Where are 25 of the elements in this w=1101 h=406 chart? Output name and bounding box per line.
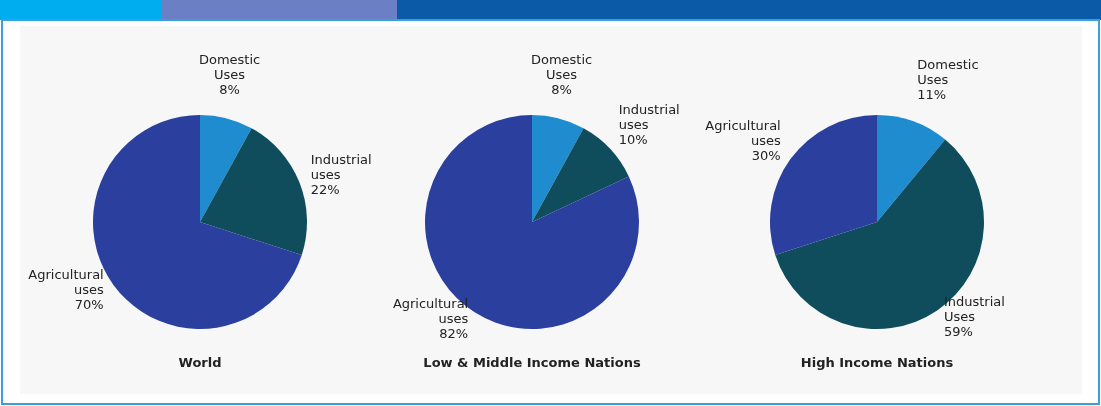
data-label: 8% xyxy=(219,81,240,97)
slice-label: Domestic Uses xyxy=(198,51,261,82)
slice-label: Agricultural uses xyxy=(392,296,469,327)
data-label: 11% xyxy=(917,87,947,103)
slice-label: Industrial uses xyxy=(310,151,372,182)
data-label: 10% xyxy=(618,132,648,148)
pie-slice xyxy=(200,115,252,222)
data-label: 22% xyxy=(310,181,340,197)
data-label: 8% xyxy=(551,81,572,97)
data-label: 30% xyxy=(751,148,781,164)
slice-label: Industrial Uses xyxy=(943,294,1005,325)
slice-label: Domestic Uses xyxy=(917,57,979,88)
pie-slice xyxy=(532,115,584,222)
data-label: 59% xyxy=(943,324,973,340)
slice-label: Domestic Uses xyxy=(530,51,593,82)
slice-label: Industrial uses xyxy=(618,102,680,133)
text: Low & Middle Income Nations xyxy=(423,355,641,370)
slice-label: Agricultural uses xyxy=(705,118,781,149)
data-label: 70% xyxy=(74,296,104,312)
slice-label: Agricultural uses xyxy=(28,266,104,297)
pie-slice xyxy=(200,128,307,256)
text: High Income Nations xyxy=(800,355,954,370)
text: World xyxy=(178,355,222,370)
data-label: 82% xyxy=(439,326,469,342)
pie-slice xyxy=(877,115,946,222)
